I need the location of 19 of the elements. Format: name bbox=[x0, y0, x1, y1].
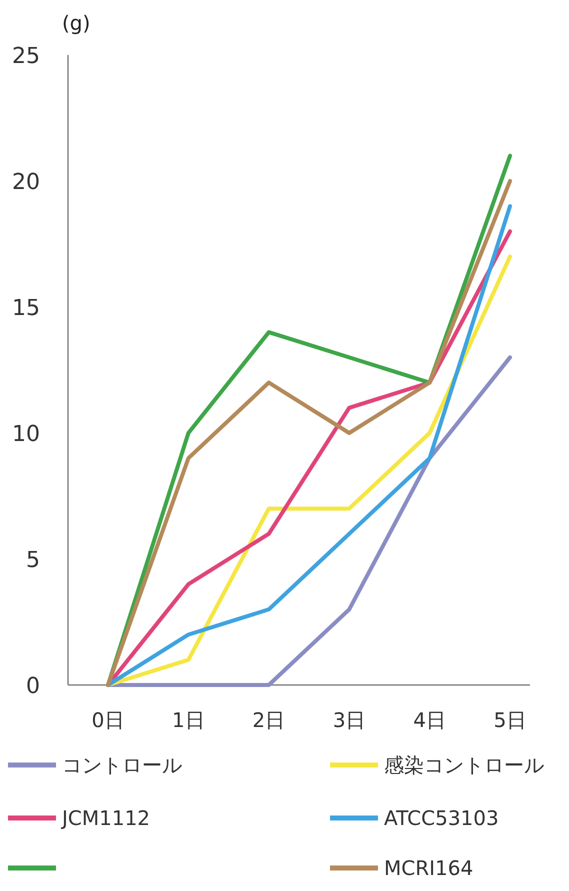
y-tick-label: 20 bbox=[12, 170, 40, 195]
x-tick-label: 3日 bbox=[332, 708, 366, 732]
y-tick-label: 10 bbox=[12, 422, 40, 447]
y-tick-label: 5 bbox=[26, 548, 40, 573]
y-axis-title: (g) bbox=[62, 11, 90, 35]
y-tick-label: 0 bbox=[26, 674, 40, 699]
x-tick-label: 1日 bbox=[172, 708, 205, 732]
y-tick-label: 25 bbox=[12, 44, 40, 69]
legend-label: JCM1112 bbox=[60, 806, 150, 830]
x-tick-label: 0日 bbox=[92, 708, 124, 732]
x-tick-label: 5日 bbox=[494, 708, 526, 732]
legend-label: 感染コントロール bbox=[384, 753, 544, 777]
legend-label: ATCC53103 bbox=[384, 806, 499, 830]
line-series bbox=[106, 355, 512, 687]
x-tick-label: 2日 bbox=[252, 708, 286, 732]
y-tick-label: 15 bbox=[12, 296, 40, 321]
legend-label: コントロール bbox=[62, 753, 182, 777]
legend-label: MCRI164 bbox=[384, 856, 474, 880]
x-tick-label: 4日 bbox=[413, 708, 446, 732]
